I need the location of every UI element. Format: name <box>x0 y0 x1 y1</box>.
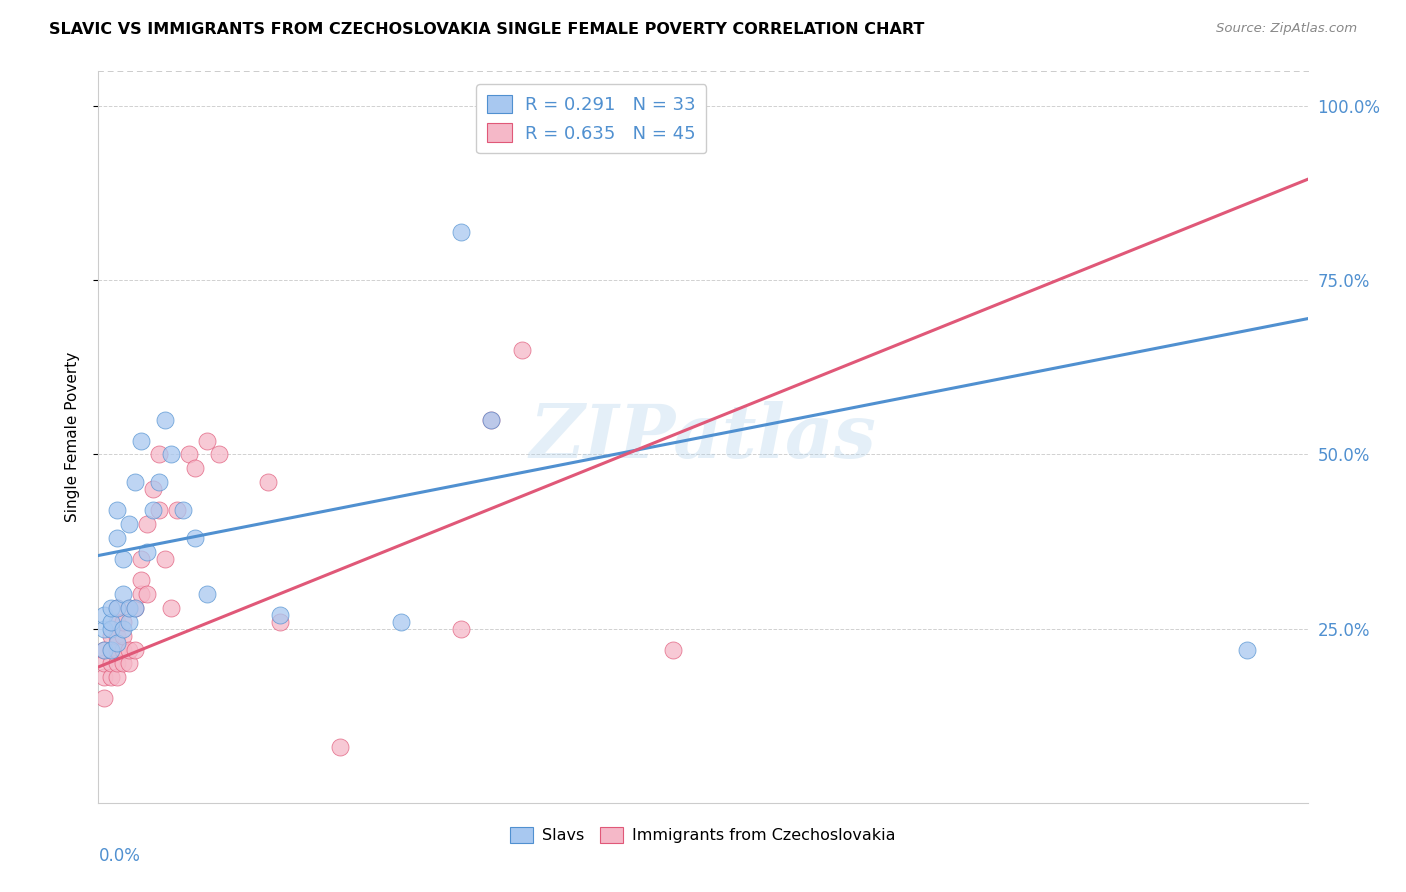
Point <box>111 642 134 657</box>
Point <box>105 642 128 657</box>
Point <box>93 691 115 706</box>
Point <box>100 615 122 629</box>
Point <box>111 622 134 636</box>
Point <box>105 657 128 671</box>
Legend: Slavs, Immigrants from Czechoslovakia: Slavs, Immigrants from Czechoslovakia <box>503 821 903 850</box>
Point <box>510 343 533 357</box>
Text: 0.0%: 0.0% <box>98 847 141 864</box>
Point <box>100 642 122 657</box>
Point <box>105 503 128 517</box>
Point <box>105 615 128 629</box>
Text: Source: ZipAtlas.com: Source: ZipAtlas.com <box>1216 22 1357 36</box>
Point <box>118 600 141 615</box>
Point <box>153 412 176 426</box>
Point <box>184 461 207 475</box>
Point <box>105 600 128 615</box>
Point <box>124 475 146 490</box>
Point <box>111 657 134 671</box>
Point <box>105 635 128 649</box>
Point <box>111 552 134 566</box>
Point <box>160 600 183 615</box>
Point <box>450 622 472 636</box>
Point <box>166 503 188 517</box>
Point <box>184 531 207 545</box>
Point <box>450 225 472 239</box>
Point <box>111 629 134 643</box>
Point <box>93 622 115 636</box>
Point <box>661 642 683 657</box>
Point <box>256 475 278 490</box>
Point <box>329 740 352 755</box>
Point <box>93 642 115 657</box>
Point <box>129 573 152 587</box>
Point <box>100 657 122 671</box>
Point <box>118 657 141 671</box>
Point <box>129 587 152 601</box>
Point <box>118 517 141 532</box>
Text: ZIPatlas: ZIPatlas <box>530 401 876 474</box>
Point <box>148 475 170 490</box>
Point <box>160 448 183 462</box>
Y-axis label: Single Female Poverty: Single Female Poverty <box>65 352 80 522</box>
Point <box>124 600 146 615</box>
Point <box>172 503 194 517</box>
Point <box>179 448 201 462</box>
Point <box>100 600 122 615</box>
Point <box>135 545 157 559</box>
Point <box>100 670 122 684</box>
Point <box>195 587 218 601</box>
Point <box>124 600 146 615</box>
Point <box>105 600 128 615</box>
Point <box>389 615 412 629</box>
Point <box>93 607 115 622</box>
Point <box>135 517 157 532</box>
Point <box>124 642 146 657</box>
Point <box>153 552 176 566</box>
Point <box>481 412 503 426</box>
Point <box>93 642 115 657</box>
Point <box>208 448 231 462</box>
Point <box>93 670 115 684</box>
Point <box>195 434 218 448</box>
Point <box>481 412 503 426</box>
Point <box>100 642 122 657</box>
Point <box>100 629 122 643</box>
Point <box>135 587 157 601</box>
Point <box>111 587 134 601</box>
Point <box>111 615 134 629</box>
Point <box>105 670 128 684</box>
Point <box>118 642 141 657</box>
Point <box>269 607 291 622</box>
Point <box>93 657 115 671</box>
Point <box>105 531 128 545</box>
Point <box>148 503 170 517</box>
Point <box>269 615 291 629</box>
Point <box>1236 642 1258 657</box>
Point <box>118 615 141 629</box>
Point <box>142 503 165 517</box>
Point <box>129 552 152 566</box>
Point <box>100 622 122 636</box>
Point <box>148 448 170 462</box>
Point <box>118 600 141 615</box>
Point <box>105 629 128 643</box>
Text: SLAVIC VS IMMIGRANTS FROM CZECHOSLOVAKIA SINGLE FEMALE POVERTY CORRELATION CHART: SLAVIC VS IMMIGRANTS FROM CZECHOSLOVAKIA… <box>49 22 925 37</box>
Point <box>129 434 152 448</box>
Point <box>142 483 165 497</box>
